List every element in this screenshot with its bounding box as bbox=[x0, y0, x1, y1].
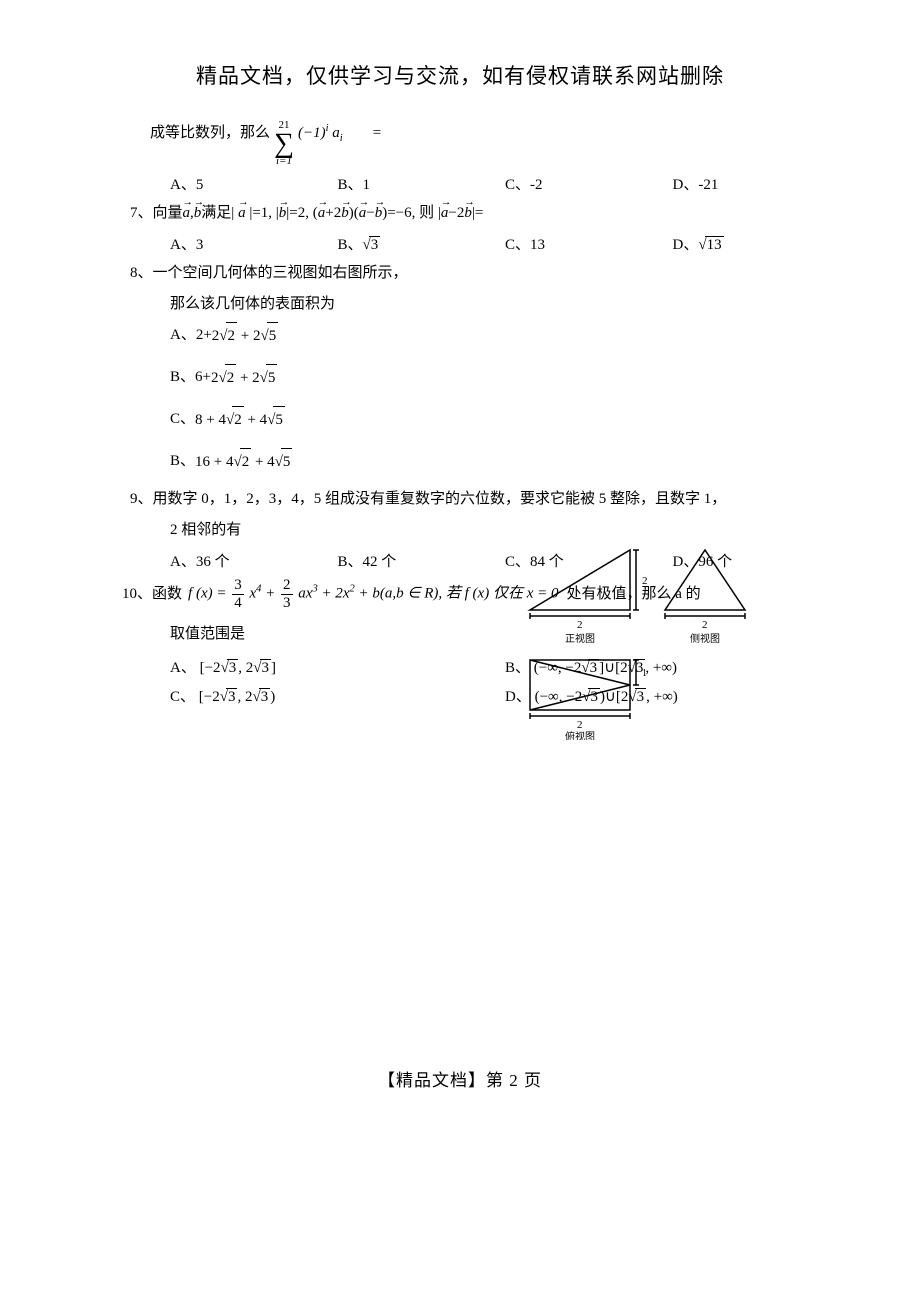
q9-stem1: 9、 用数字 0，1，2，3，4，5 组成没有重复数字的六位数，要求它能被 5 … bbox=[80, 486, 840, 513]
q8-stem2: 那么该几何体的表面积为 bbox=[80, 291, 840, 318]
q7-opt-b: B、3 bbox=[338, 233, 506, 254]
svg-text:2: 2 bbox=[642, 575, 648, 587]
q6-expr: (−1)i ai bbox=[298, 120, 343, 149]
q8-opt-b: B、6+22 + 25 bbox=[80, 364, 840, 392]
q6-opt-c: C、-2 bbox=[505, 173, 673, 194]
svg-text:侧视图: 侧视图 bbox=[690, 632, 720, 645]
q10-opt-a: A、 [−23, 23] bbox=[170, 656, 505, 677]
q9-number: 9、 bbox=[130, 486, 153, 513]
q6-options: A、5 B、1 C、-2 D、-21 bbox=[80, 173, 840, 194]
svg-text:2: 2 bbox=[702, 619, 708, 631]
q6-opt-b: B、1 bbox=[338, 173, 506, 194]
equals-sign: = bbox=[373, 120, 381, 147]
q7-condition: | a |=1, |b|=2, (a+2b)(a−b)=−6, 则 |a−2b| bbox=[231, 200, 475, 227]
svg-text:俯视图: 俯视图 bbox=[565, 730, 595, 740]
q9-opt-b: B、42 个 bbox=[338, 550, 506, 571]
sum-symbol: 21 ∑ i=1 bbox=[274, 120, 294, 167]
page-header: 精品文档，仅供学习与交流，如有侵权请联系网站删除 bbox=[80, 60, 840, 90]
q9-opt-a: A、36 个 bbox=[170, 550, 338, 571]
q10-opt-c: C、 [−23, 23) bbox=[170, 685, 505, 706]
q10-function: f (x) = 34 x4 + 23 ax3 + 2x2 + b(a,b ∈ R… bbox=[188, 577, 558, 611]
q8-stem1: 8、 一个空间几何体的三视图如右图所示， bbox=[80, 260, 840, 287]
q7-opt-c: C、13 bbox=[505, 233, 673, 254]
q8-opt-a: A、2+22 + 25 bbox=[80, 322, 840, 350]
q10-number: 10、 bbox=[122, 581, 152, 608]
q6-opt-d: D、-21 bbox=[673, 173, 841, 194]
q6-stem: 成等比数列，那么 21 ∑ i=1 (−1)i ai = bbox=[80, 120, 840, 167]
q7-stem: 7、 向量 a,b 满足 | a |=1, |b|=2, (a+2b)(a−b)… bbox=[80, 200, 840, 227]
svg-text:2: 2 bbox=[577, 619, 583, 631]
q6-stem-text: 成等比数列，那么 bbox=[150, 120, 270, 147]
q7-opt-d: D、13 bbox=[673, 233, 841, 254]
three-view-diagram: 2 2 正视图 2 侧视图 1 2 俯视图 bbox=[520, 540, 750, 745]
q6-opt-a: A、5 bbox=[170, 173, 338, 194]
page-footer: 【精品文档】第 2 页 bbox=[80, 1066, 840, 1091]
q7-opt-a: A、3 bbox=[170, 233, 338, 254]
svg-text:正视图: 正视图 bbox=[565, 632, 595, 645]
q8-opt-d: B、16 + 42 + 45 bbox=[80, 448, 840, 476]
q7-number: 7、 bbox=[130, 200, 153, 227]
q8-number: 8、 bbox=[130, 260, 153, 287]
q7-options: A、3 B、3 C、13 D、13 bbox=[80, 233, 840, 254]
svg-text:2: 2 bbox=[577, 719, 583, 731]
q8-opt-c: C、8 + 42 + 45 bbox=[80, 406, 840, 434]
